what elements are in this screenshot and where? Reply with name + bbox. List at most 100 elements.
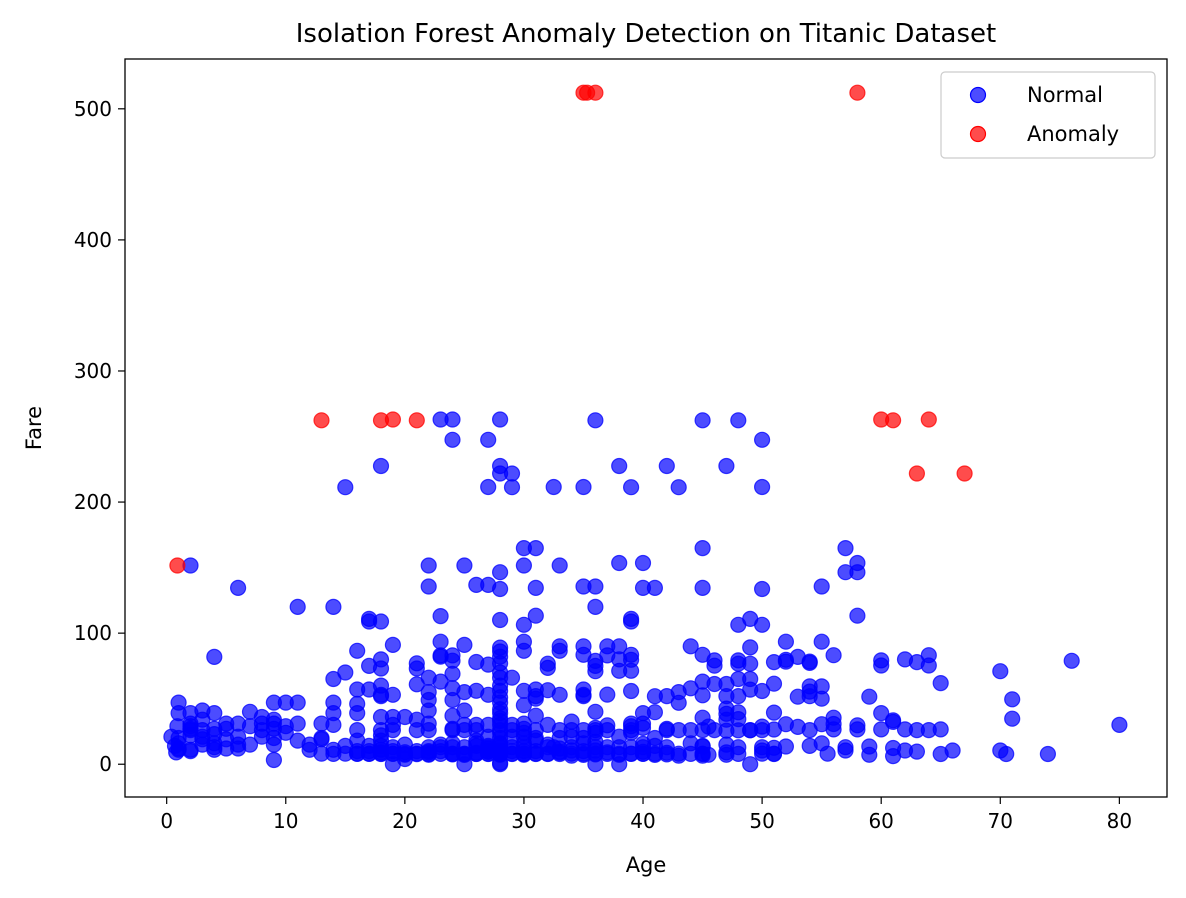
y-tick-label-400: 400: [74, 228, 112, 252]
point-normal-74: [325, 598, 342, 616]
x-tick-label-20: 20: [392, 809, 417, 833]
point-normal-208: [480, 478, 497, 496]
legend-marker-anomaly: [969, 125, 987, 143]
point-normal-401: [670, 479, 687, 496]
x-tick-label-40: 40: [630, 809, 655, 833]
point-normal-463: [753, 478, 771, 496]
point-normal-368: [622, 646, 640, 663]
point-normal-321: [575, 638, 592, 655]
point-normal-530: [944, 742, 961, 759]
point-anomaly-1: [313, 412, 330, 429]
data-points: [163, 84, 1128, 773]
point-normal-135: [408, 655, 425, 672]
point-normal-291: [539, 655, 556, 672]
point-normal-462: [753, 580, 771, 598]
point-normal-536: [1039, 745, 1057, 763]
point-normal-508: [861, 738, 878, 755]
point-normal-145: [420, 683, 437, 701]
point-normal-72: [325, 694, 342, 711]
point-normal-452: [742, 655, 759, 672]
point-normal-470: [765, 675, 783, 692]
point-normal-27: [206, 648, 223, 666]
point-normal-357: [611, 457, 628, 475]
point-normal-535: [1004, 691, 1021, 708]
point-normal-39: [230, 579, 247, 597]
point-normal-446: [730, 412, 747, 429]
point-normal-156: [432, 633, 449, 650]
point-normal-533: [998, 745, 1015, 763]
x-axis: 0 10 20 30 40 50 60 70 80: [160, 797, 1132, 833]
point-normal-371: [622, 479, 640, 496]
point-normal-319: [575, 681, 592, 698]
point-normal-490: [813, 678, 830, 695]
point-normal-66: [313, 729, 330, 747]
point-normal-534: [1004, 710, 1021, 727]
point-normal-356: [611, 554, 628, 572]
x-tick-label-0: 0: [160, 809, 173, 833]
point-normal-492: [813, 578, 830, 595]
point-normal-303: [551, 557, 568, 574]
point-normal-252: [503, 479, 521, 496]
point-normal-85: [349, 695, 366, 713]
y-axis-label: Fare: [22, 406, 46, 450]
point-normal-420: [700, 746, 717, 763]
point-normal-78: [337, 664, 354, 681]
point-anomaly-4: [408, 412, 425, 429]
point-normal-506: [849, 554, 866, 572]
point-normal-345: [599, 686, 616, 703]
point-normal-281: [527, 607, 544, 624]
point-normal-511: [873, 704, 890, 722]
point-normal-148: [420, 557, 437, 574]
point-normal-440: [730, 704, 747, 721]
point-normal-513: [873, 652, 890, 669]
point-normal-184: [456, 557, 473, 574]
point-normal-107: [372, 677, 390, 694]
y-tick-label-300: 300: [74, 359, 112, 383]
legend-label-anomaly: Anomaly: [1027, 122, 1119, 146]
x-tick-label-30: 30: [511, 809, 536, 833]
point-normal-464: [753, 431, 771, 448]
x-tick-label-10: 10: [273, 809, 298, 833]
y-tick-label-100: 100: [74, 621, 112, 645]
point-anomaly-7: [587, 84, 604, 101]
point-normal-338: [587, 578, 604, 595]
point-anomaly-3: [384, 411, 401, 428]
point-normal-109: [372, 651, 390, 668]
point-normal-509: [861, 688, 878, 705]
point-normal-43: [241, 736, 259, 753]
point-normal-370: [622, 610, 640, 628]
point-normal-209: [480, 431, 497, 448]
point-normal-476: [777, 633, 795, 650]
point-normal-521: [908, 743, 926, 760]
x-tick-label-80: 80: [1107, 809, 1132, 833]
point-normal-337: [587, 598, 604, 616]
point-anomaly-10: [884, 412, 902, 429]
point-anomaly-13: [956, 465, 973, 482]
point-normal-52: [265, 736, 282, 753]
point-normal-251: [503, 669, 521, 686]
point-normal-238: [492, 611, 509, 629]
point-normal-172: [444, 431, 461, 448]
x-tick-label-60: 60: [868, 809, 893, 833]
point-normal-406: [682, 638, 699, 655]
point-normal-110: [372, 613, 390, 630]
point-normal-355: [611, 638, 628, 655]
point-normal-77: [337, 479, 354, 496]
y-tick-label-200: 200: [74, 490, 112, 514]
point-normal-437: [730, 739, 747, 756]
point-normal-510: [873, 721, 890, 738]
point-normal-517: [884, 712, 902, 729]
point-normal-532: [992, 663, 1009, 680]
point-normal-111: [372, 457, 390, 475]
point-normal-486: [801, 653, 818, 670]
point-normal-157: [432, 607, 449, 625]
point-normal-388: [646, 579, 664, 597]
point-normal-528: [932, 721, 949, 738]
point-normal-469: [765, 704, 783, 721]
point-normal-253: [503, 465, 521, 482]
point-normal-344: [599, 717, 616, 734]
point-normal-120: [384, 686, 401, 703]
point-anomaly-11: [908, 465, 926, 482]
point-normal-461: [753, 616, 771, 633]
point-normal-48: [265, 751, 282, 769]
